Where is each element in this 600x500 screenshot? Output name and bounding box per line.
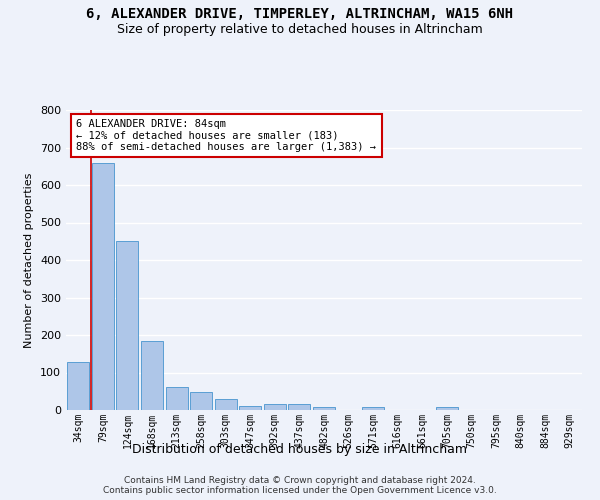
Bar	[362, 407, 384, 410]
Text: Size of property relative to detached houses in Altrincham: Size of property relative to detached ho…	[117, 22, 483, 36]
Text: Distribution of detached houses by size in Altrincham: Distribution of detached houses by size …	[133, 442, 467, 456]
Bar	[166, 387, 188, 410]
Text: 6, ALEXANDER DRIVE, TIMPERLEY, ALTRINCHAM, WA15 6NH: 6, ALEXANDER DRIVE, TIMPERLEY, ALTRINCHA…	[86, 8, 514, 22]
Bar	[313, 406, 335, 410]
Bar	[239, 406, 262, 410]
Bar	[215, 399, 237, 410]
Bar	[190, 392, 212, 410]
Bar	[264, 404, 286, 410]
Bar	[116, 240, 139, 410]
Bar	[92, 162, 114, 410]
Bar	[67, 362, 89, 410]
Text: Contains HM Land Registry data © Crown copyright and database right 2024.
Contai: Contains HM Land Registry data © Crown c…	[103, 476, 497, 495]
Text: 6 ALEXANDER DRIVE: 84sqm
← 12% of detached houses are smaller (183)
88% of semi-: 6 ALEXANDER DRIVE: 84sqm ← 12% of detach…	[76, 119, 376, 152]
Bar	[289, 404, 310, 410]
Y-axis label: Number of detached properties: Number of detached properties	[25, 172, 34, 348]
Bar	[436, 407, 458, 410]
Bar	[141, 342, 163, 410]
